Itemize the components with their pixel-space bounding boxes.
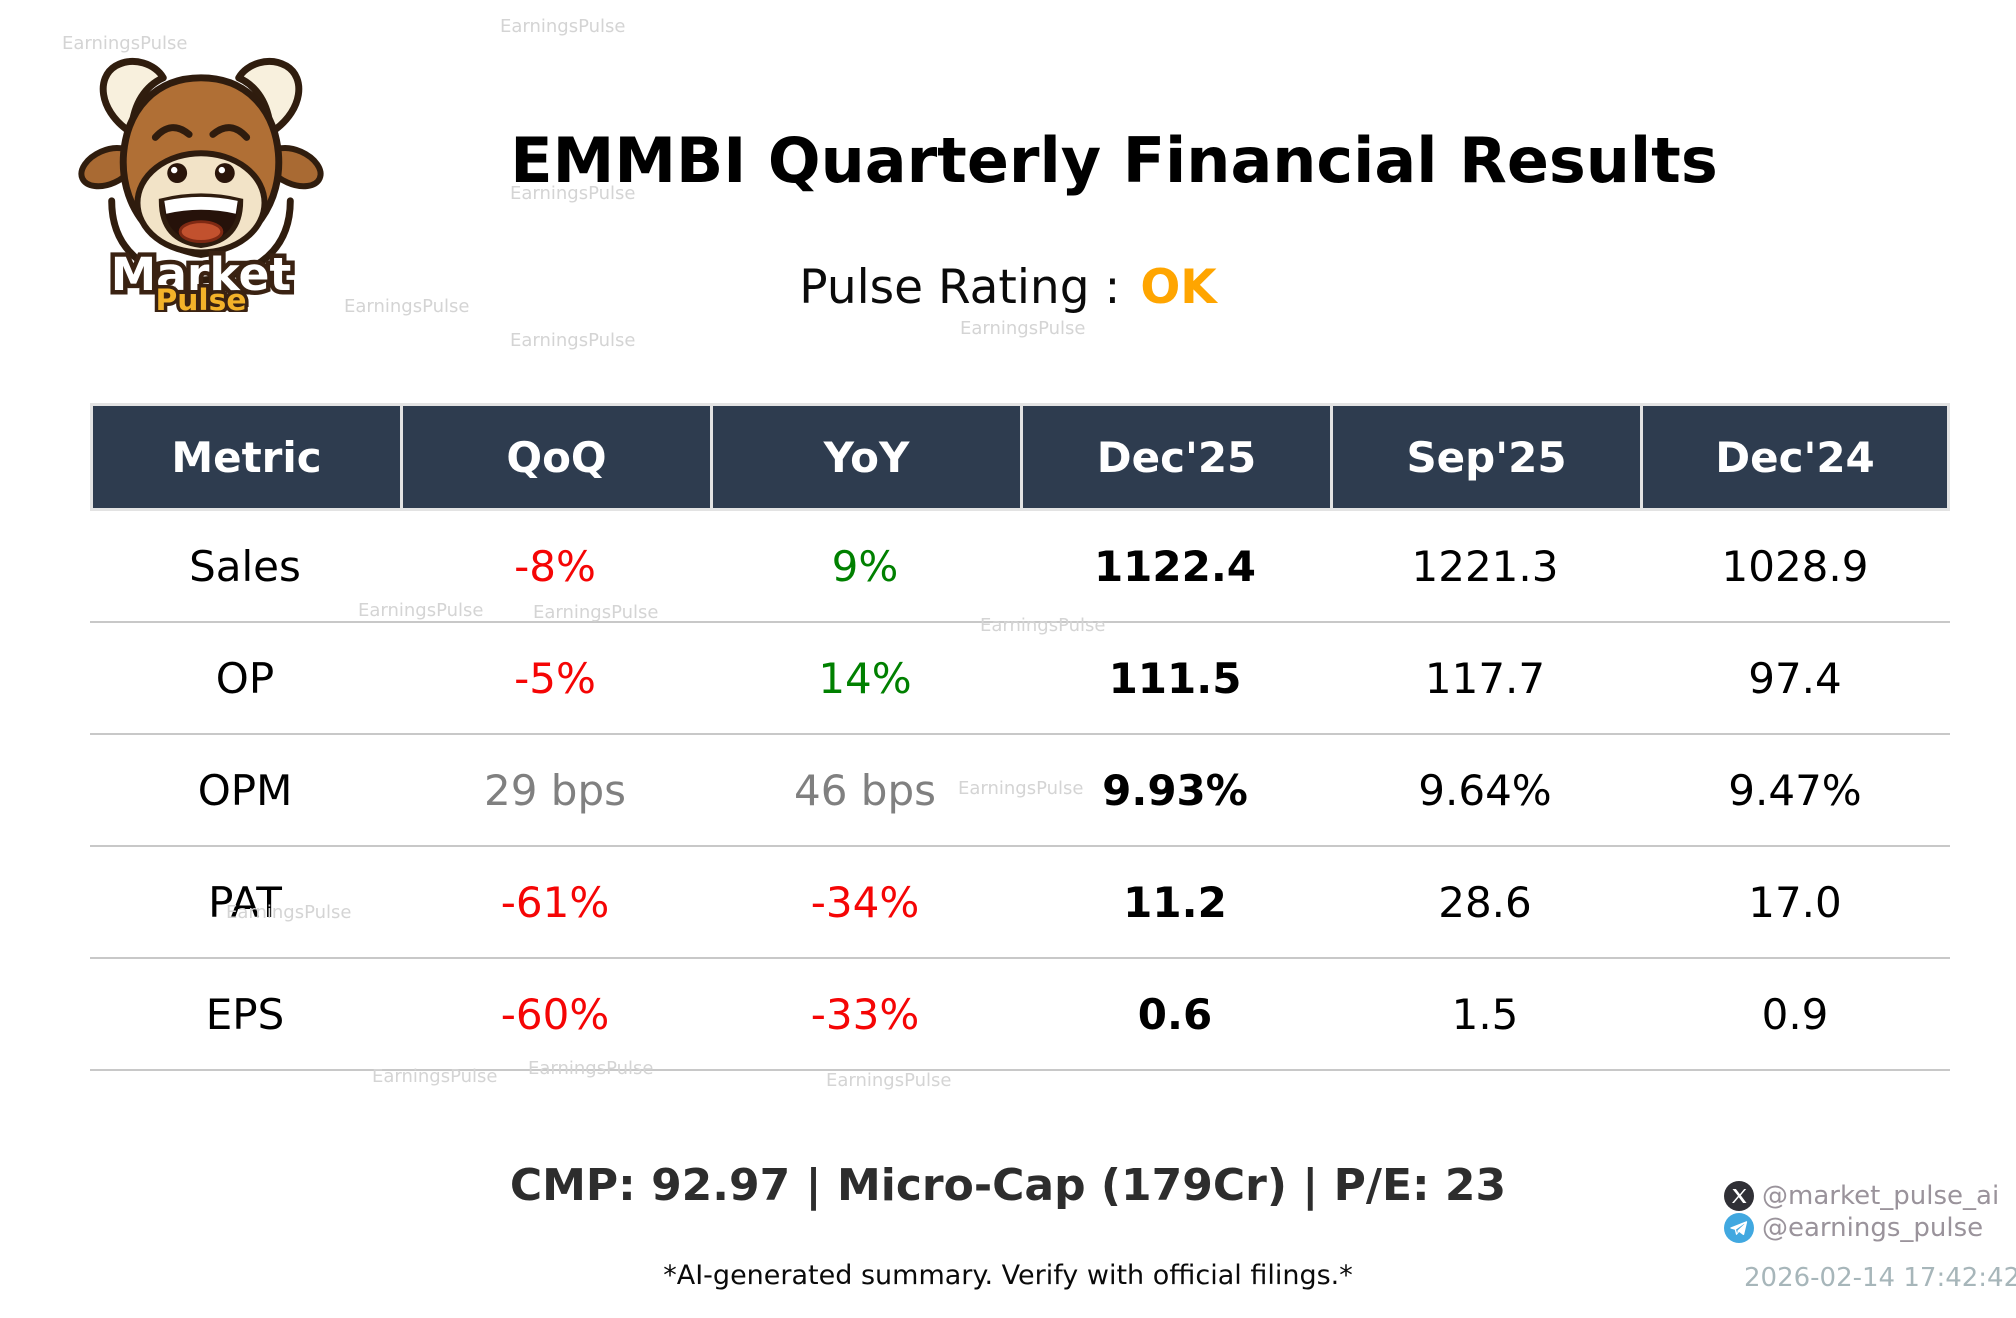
- watermark: EarningsPulse: [533, 602, 659, 623]
- table-header-row: Metric QoQ YoY Dec'25 Sep'25 Dec'24: [90, 403, 1950, 511]
- column-header-yoy: YoY: [710, 403, 1020, 511]
- metric-cell: EPS: [205, 989, 285, 1039]
- dec24-cell: 0.9: [1761, 989, 1829, 1039]
- yoy-cell: -34%: [810, 877, 920, 927]
- yoy-cell: 9%: [831, 541, 899, 591]
- metric-cell: OP: [215, 653, 275, 703]
- metric-cell: OPM: [197, 765, 293, 815]
- qoq-cell: 29 bps: [484, 765, 626, 815]
- watermark: EarningsPulse: [958, 778, 1084, 799]
- dec24-cell: 17.0: [1748, 877, 1842, 927]
- timestamp: 2026-02-14 17:42:42: [1744, 1263, 2016, 1293]
- twitter-handle: @market_pulse_ai: [1762, 1180, 2000, 1211]
- logo-market-text: Market: [111, 248, 292, 301]
- dec25-cell: 9.93%: [1102, 765, 1248, 815]
- disclaimer: *AI-generated summary. Verify with offic…: [663, 1260, 1353, 1291]
- column-header-dec24: Dec'24: [1640, 403, 1950, 511]
- market-pulse-logo: Market Pulse: [78, 58, 324, 312]
- yoy-cell: -33%: [810, 989, 920, 1039]
- qoq-cell: -5%: [514, 653, 596, 703]
- dec25-cell: 0.6: [1137, 989, 1213, 1039]
- dec24-cell: 97.4: [1748, 653, 1842, 703]
- column-header-dec25: Dec'25: [1020, 403, 1330, 511]
- watermark: EarningsPulse: [500, 16, 626, 37]
- dec25-cell: 1122.4: [1093, 541, 1257, 591]
- dec25-cell: 111.5: [1108, 653, 1242, 703]
- column-header-sep25: Sep'25: [1330, 403, 1640, 511]
- page-title: EMMBI Quarterly Financial Results: [510, 124, 1718, 197]
- watermark: EarningsPulse: [510, 330, 636, 351]
- metric-cell: Sales: [189, 541, 301, 591]
- watermark: EarningsPulse: [62, 33, 188, 54]
- telegram-row: @earnings_pulse: [1724, 1212, 2004, 1243]
- yoy-cell: 14%: [818, 653, 912, 703]
- watermark: EarningsPulse: [826, 1070, 952, 1091]
- table-row-pat: PAT -61% -34% 11.2 28.6 17.0: [90, 847, 1950, 959]
- table-row-eps: EPS -60% -33% 0.6 1.5 0.9: [90, 959, 1950, 1071]
- watermark: EarningsPulse: [358, 600, 484, 621]
- table-row-op: OP -5% 14% 111.5 117.7 97.4: [90, 623, 1950, 735]
- watermark: EarningsPulse: [344, 296, 470, 317]
- sep25-cell: 1.5: [1451, 989, 1519, 1039]
- financials-table: Metric QoQ YoY Dec'25 Sep'25 Dec'24 Sale…: [90, 403, 1950, 1071]
- table-row-sales: Sales -8% 9% 1122.4 1221.3 1028.9: [90, 511, 1950, 623]
- yoy-cell: 46 bps: [794, 765, 936, 815]
- dec24-cell: 9.47%: [1728, 765, 1862, 815]
- pulse-rating-value: OK: [1140, 260, 1217, 315]
- qoq-cell: -8%: [514, 541, 596, 591]
- column-header-qoq: QoQ: [400, 403, 710, 511]
- bull-mascot: [78, 58, 324, 284]
- cmp-summary: CMP: 92.97 | Micro-Cap (179Cr) | P/E: 23: [509, 1160, 1507, 1211]
- watermark: EarningsPulse: [528, 1058, 654, 1079]
- column-header-metric: Metric: [90, 403, 400, 511]
- watermark: EarningsPulse: [510, 183, 636, 204]
- x-icon: [1724, 1180, 1754, 1211]
- sep25-cell: 9.64%: [1418, 765, 1552, 815]
- telegram-icon: [1724, 1212, 1754, 1243]
- logo-pulse-text: Pulse: [155, 283, 246, 312]
- sep25-cell: 117.7: [1424, 653, 1546, 703]
- twitter-row: @market_pulse_ai: [1724, 1180, 2004, 1211]
- pulse-rating-label: Pulse Rating :: [799, 260, 1121, 315]
- sep25-cell: 1221.3: [1411, 541, 1559, 591]
- watermark: EarningsPulse: [980, 615, 1106, 636]
- dec25-cell: 11.2: [1123, 877, 1227, 927]
- qoq-cell: -60%: [500, 989, 610, 1039]
- watermark: EarningsPulse: [372, 1066, 498, 1087]
- metric-cell: PAT: [208, 877, 282, 927]
- pulse-rating: Pulse Rating : OK: [0, 260, 2016, 315]
- table-row-opm: OPM 29 bps 46 bps 9.93% 9.64% 9.47%: [90, 735, 1950, 847]
- dec24-cell: 1028.9: [1721, 541, 1869, 591]
- sep25-cell: 28.6: [1438, 877, 1532, 927]
- qoq-cell: -61%: [500, 877, 610, 927]
- social-links: @market_pulse_ai @earnings_pulse: [1724, 1180, 2004, 1244]
- watermark: EarningsPulse: [226, 902, 352, 923]
- telegram-handle: @earnings_pulse: [1762, 1212, 1984, 1243]
- watermark: EarningsPulse: [960, 318, 1086, 339]
